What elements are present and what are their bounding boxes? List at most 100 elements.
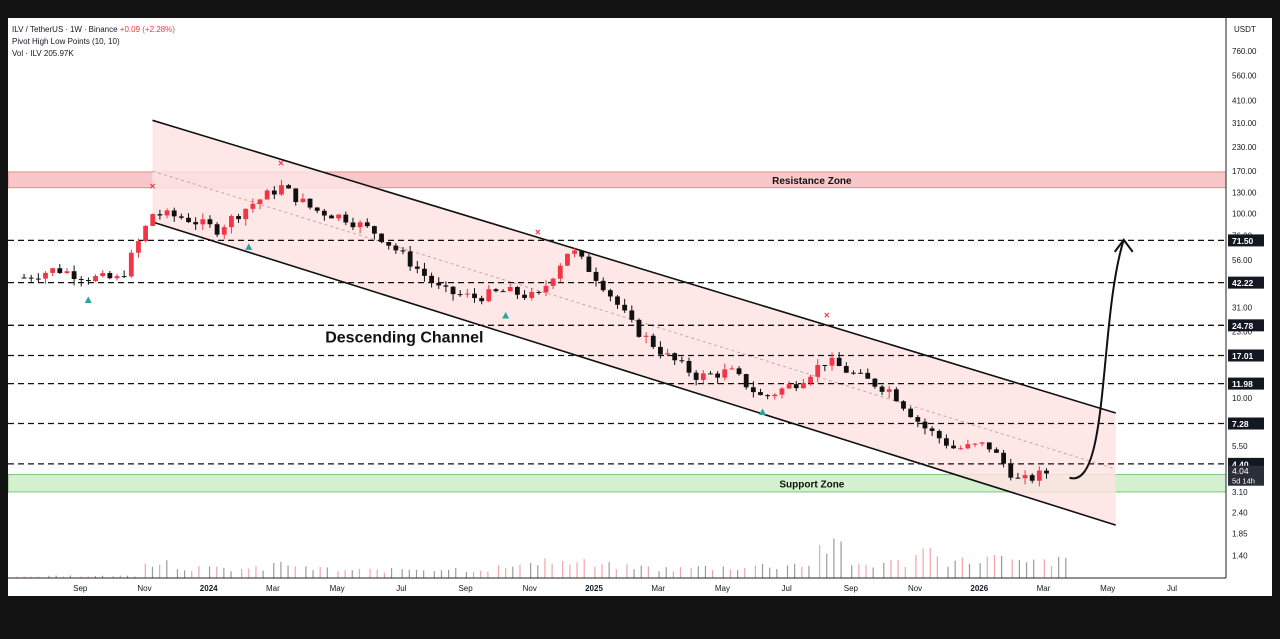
candle-body — [229, 216, 234, 228]
pivot-high-marker: × — [278, 158, 284, 169]
candle-body — [329, 215, 334, 219]
candle-body — [350, 222, 356, 228]
level-tag — [1228, 377, 1264, 390]
price-tick-label: 130.00 — [1232, 188, 1257, 197]
candle-body — [186, 217, 191, 223]
candle-body — [28, 277, 34, 279]
candle-body — [100, 273, 106, 277]
support-zone-label: Support Zone — [779, 479, 844, 490]
volume-legend[interactable]: Vol · ILV 205.97K — [12, 49, 74, 58]
price-tick-label: 760.00 — [1232, 47, 1257, 56]
price-tick-label: 1.40 — [1232, 552, 1248, 561]
price-change: +0.09 (+2.28%) — [119, 25, 175, 34]
candle-body — [944, 438, 949, 446]
projection-arrow-head — [1113, 238, 1134, 253]
candle-body — [557, 265, 563, 279]
candle-body — [143, 225, 149, 242]
current-price-label: 4.04 — [1232, 466, 1249, 476]
candle-body — [321, 210, 327, 216]
candle-body — [793, 384, 799, 389]
candle-body — [893, 389, 899, 402]
candle-body — [1015, 477, 1021, 479]
candle-body — [600, 280, 606, 291]
candle-body — [908, 408, 914, 418]
candle-body — [407, 251, 413, 267]
candle-body — [729, 368, 735, 370]
candle-body — [700, 373, 706, 380]
candle-body — [951, 445, 956, 449]
candle-body — [586, 256, 592, 272]
candle-body — [915, 417, 921, 422]
price-tick-label: 1.85 — [1232, 529, 1248, 538]
indicator-legend[interactable]: Pivot High Low Points (10, 10) — [12, 37, 120, 46]
channel-lower-line — [152, 221, 1116, 526]
candle-body — [372, 226, 377, 234]
price-tick-label: 3.10 — [1232, 488, 1248, 497]
candle-body — [665, 353, 670, 355]
currency-label: USDT — [1234, 25, 1256, 34]
candle-body — [200, 219, 206, 225]
candle-body — [286, 185, 292, 189]
candle-body — [271, 190, 277, 195]
time-tick-label: Nov — [523, 584, 537, 593]
current-price-tag — [1228, 465, 1264, 486]
level-tag-label: 17.01 — [1232, 351, 1254, 361]
candle-body — [50, 268, 56, 273]
time-tick-label: Sep — [458, 584, 473, 593]
candle-body — [493, 289, 499, 292]
candle-body — [157, 214, 163, 216]
candle-body — [708, 373, 713, 375]
interval-label[interactable]: 1W — [69, 25, 82, 34]
candle-body — [543, 285, 549, 293]
candle-body — [307, 198, 313, 208]
candle-body — [650, 335, 656, 347]
symbol-name[interactable]: ILV / TetherUS — [12, 25, 64, 34]
candle-body — [250, 203, 256, 209]
candle-body — [93, 276, 98, 282]
time-tick-label: May — [715, 584, 730, 593]
candle-body — [843, 366, 849, 373]
level-tag-label: 4.40 — [1232, 459, 1249, 469]
candle-body — [593, 271, 599, 281]
time-tick-label: Jul — [1167, 584, 1177, 593]
candle-body — [171, 210, 177, 217]
time-tick-label: Sep — [73, 584, 88, 593]
candle-body — [622, 304, 628, 311]
symbol-header: ILV / TetherUS · 1W · Binance +0.09 (+2.28%) — [12, 25, 175, 34]
candle-body — [429, 275, 435, 283]
time-tick-label: Mar — [1037, 584, 1051, 593]
candle-body — [693, 372, 699, 380]
channel-label: Descending Channel — [325, 330, 483, 347]
level-tag-label: 71.50 — [1232, 236, 1254, 246]
price-tick-label: 10.00 — [1232, 394, 1253, 403]
candle-body — [851, 372, 856, 374]
candle-body — [64, 271, 70, 274]
candle-body — [565, 253, 570, 266]
pivot-low-marker — [245, 243, 253, 250]
candle-body — [765, 395, 771, 397]
level-tag — [1228, 234, 1264, 247]
candle-body — [572, 250, 578, 254]
candle-body — [550, 278, 556, 286]
pivot-low-marker — [759, 408, 767, 416]
candle-body — [357, 222, 363, 228]
candle-body — [414, 266, 420, 269]
candle-body — [936, 431, 942, 439]
projection-arrow — [1069, 239, 1125, 480]
candle-body — [965, 444, 971, 449]
price-axis — [1226, 18, 1272, 596]
price-chart[interactable]: Resistance Zone Support Zone × × × × Descendin… — [8, 18, 1272, 596]
time-tick-label: May — [1100, 584, 1115, 593]
candle-body — [500, 291, 506, 293]
candle-body — [607, 290, 613, 297]
price-tick-label: 410.00 — [1232, 96, 1257, 105]
candle-body — [1044, 470, 1049, 474]
level-tag — [1228, 417, 1264, 430]
candle-body — [972, 443, 978, 445]
candle-body — [400, 250, 406, 252]
time-tick-label: 2025 — [585, 584, 603, 593]
candle-body — [536, 291, 542, 293]
exchange-label: Binance — [88, 25, 118, 34]
candle-body — [758, 392, 763, 396]
candle-body — [979, 442, 985, 444]
